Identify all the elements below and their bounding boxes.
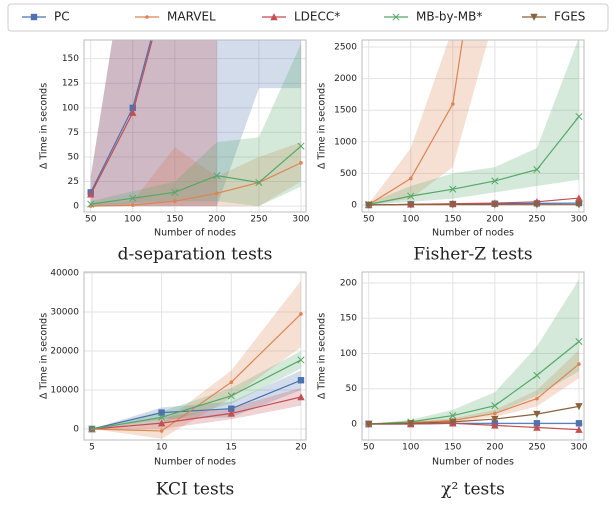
y-tick-label: 150 bbox=[62, 54, 79, 64]
x-tick-label: 50 bbox=[85, 215, 97, 225]
y-tick-label: 1500 bbox=[334, 106, 357, 116]
marker bbox=[173, 199, 177, 203]
y-tick-label: 1000 bbox=[334, 137, 357, 147]
y-tick-label: 50 bbox=[346, 384, 358, 394]
marker bbox=[451, 102, 455, 106]
marker bbox=[230, 380, 234, 384]
marker bbox=[409, 177, 413, 181]
y-tick-label: 30000 bbox=[50, 307, 79, 317]
marker bbox=[131, 203, 135, 207]
marker bbox=[576, 420, 582, 426]
x-tick-label: 10 bbox=[156, 443, 168, 453]
y-tick-label: 2500 bbox=[334, 43, 357, 53]
x-tick-label: 250 bbox=[250, 215, 267, 225]
y-axis-label: Δ Time in seconds bbox=[39, 83, 50, 169]
y-tick-label: 0 bbox=[351, 419, 357, 429]
panel-title: d-separation tests bbox=[118, 245, 273, 265]
x-axis-label: Number of nodes bbox=[432, 228, 514, 239]
panel-title: KCI tests bbox=[156, 480, 235, 500]
y-tick-label: 200 bbox=[340, 278, 357, 288]
x-tick-label: 150 bbox=[166, 215, 183, 225]
y-axis-label: Δ Time in seconds bbox=[39, 313, 50, 399]
legend-label: MARVEL bbox=[167, 10, 216, 24]
x-axis-label: Number of nodes bbox=[154, 457, 236, 468]
x-tick-label: 200 bbox=[486, 443, 503, 453]
y-tick-label: 2000 bbox=[334, 74, 357, 84]
y-tick-label: 10000 bbox=[50, 385, 79, 395]
legend-label: PC bbox=[54, 10, 70, 24]
x-tick-label: 50 bbox=[363, 443, 375, 453]
y-tick-label: 25 bbox=[68, 177, 79, 187]
y-axis-label: Δ Time in seconds bbox=[317, 83, 328, 169]
x-tick-label: 200 bbox=[486, 215, 503, 225]
y-tick-label: 0 bbox=[351, 200, 357, 210]
x-tick-label: 200 bbox=[208, 215, 225, 225]
marker bbox=[493, 412, 497, 416]
panel-title: χ² tests bbox=[441, 480, 505, 500]
marker bbox=[535, 397, 539, 401]
x-tick-label: 150 bbox=[444, 443, 461, 453]
y-axis-label: Δ Time in seconds bbox=[317, 313, 328, 399]
x-tick-label: 150 bbox=[444, 215, 461, 225]
y-tick-label: 20000 bbox=[50, 346, 79, 356]
x-tick-label: 300 bbox=[292, 215, 309, 225]
x-tick-label: 50 bbox=[363, 215, 375, 225]
x-tick-label: 15 bbox=[226, 443, 237, 453]
x-axis-label: Number of nodes bbox=[154, 228, 236, 239]
y-tick-label: 0 bbox=[73, 424, 79, 434]
x-tick-label: 20 bbox=[295, 443, 307, 453]
legend-label: LDECC* bbox=[294, 10, 340, 24]
y-tick-label: 500 bbox=[340, 169, 357, 179]
y-tick-label: 150 bbox=[340, 314, 357, 324]
marker bbox=[31, 14, 37, 20]
marker bbox=[299, 161, 303, 165]
marker bbox=[215, 192, 219, 196]
marker bbox=[298, 377, 304, 383]
marker bbox=[160, 429, 164, 433]
y-tick-label: 50 bbox=[68, 152, 80, 162]
x-tick-label: 300 bbox=[570, 215, 587, 225]
y-tick-label: 40000 bbox=[50, 268, 79, 278]
x-tick-label: 250 bbox=[528, 215, 545, 225]
x-axis-label: Number of nodes bbox=[432, 457, 514, 468]
marker bbox=[145, 15, 149, 19]
x-tick-label: 250 bbox=[528, 443, 545, 453]
x-tick-label: 100 bbox=[124, 215, 141, 225]
legend-label: MB-by-MB* bbox=[416, 10, 482, 24]
y-tick-label: 100 bbox=[340, 349, 357, 359]
y-tick-label: 100 bbox=[62, 103, 79, 113]
marker bbox=[577, 362, 581, 366]
panel-title: Fisher-Z tests bbox=[413, 245, 532, 265]
marker bbox=[299, 312, 303, 316]
y-tick-label: 0 bbox=[73, 202, 79, 212]
x-tick-label: 100 bbox=[402, 215, 419, 225]
legend-label: FGES bbox=[554, 10, 585, 24]
x-tick-label: 5 bbox=[89, 443, 95, 453]
y-tick-label: 125 bbox=[62, 79, 79, 89]
x-tick-label: 100 bbox=[402, 443, 419, 453]
y-tick-label: 75 bbox=[68, 128, 79, 138]
x-tick-label: 300 bbox=[570, 443, 587, 453]
